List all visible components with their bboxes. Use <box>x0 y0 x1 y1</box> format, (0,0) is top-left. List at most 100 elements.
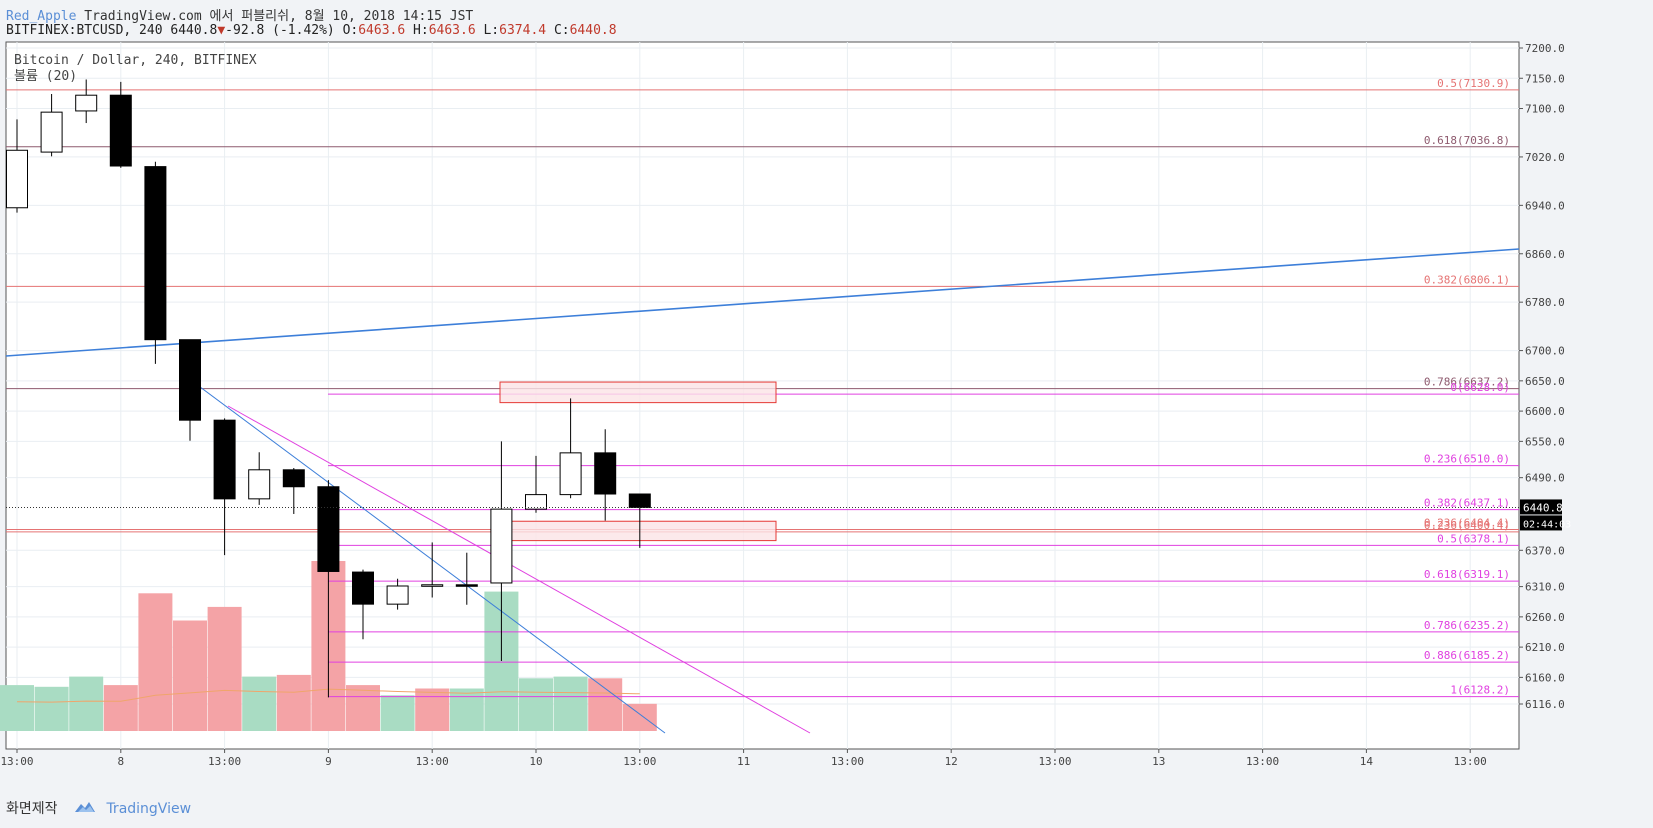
y-tick-label: 6780.0 <box>1525 296 1565 309</box>
descending-trendline[interactable] <box>227 405 811 734</box>
price-axis[interactable]: 7200.0 7150.0 7100.0 7020.0 6940.0 6860.0 6780… <box>1519 42 1571 711</box>
candle-body <box>455 584 478 587</box>
candle-body <box>75 94 98 112</box>
author-link[interactable]: Red_Apple <box>6 9 77 24</box>
x-tick-label: 13:00 <box>623 755 656 768</box>
price-chart[interactable]: 0.5(7130.9) 0.618(7036.8) 0.382(6806.1) 0.7… <box>0 0 1653 790</box>
open-label: O: <box>342 23 359 38</box>
x-tick-label: 13:00 <box>208 755 241 768</box>
fib-level-label: 0.786(6235.2) <box>1424 619 1510 632</box>
volume-title: 볼륨 (20) <box>14 69 77 84</box>
zone-box[interactable] <box>499 520 777 542</box>
y-tick-label: 7150.0 <box>1525 72 1565 85</box>
descending-trendline[interactable] <box>187 377 666 734</box>
volume-bar <box>103 685 138 731</box>
candle-body <box>421 584 444 587</box>
volume-bar <box>138 593 173 731</box>
volume-bar <box>242 676 277 731</box>
x-tick-label: 13:00 <box>416 755 449 768</box>
candle-body <box>352 571 374 605</box>
publish-info: TradingView.com 에서 퍼블리쉬, 8월 10, 2018 14:… <box>84 9 474 24</box>
volume-bar <box>415 688 450 731</box>
fib-level-label: 0.236(6510.0) <box>1424 453 1510 466</box>
candle-body <box>628 493 651 508</box>
x-tick-label: 10 <box>529 755 542 768</box>
candle-body <box>490 508 513 584</box>
candle-body <box>6 149 28 209</box>
high-value: 6463.6 <box>428 23 476 38</box>
candle-body <box>109 94 132 167</box>
zone-box[interactable] <box>499 381 777 404</box>
tradingview-brand[interactable]: TradingView <box>106 801 192 817</box>
volume-bar <box>588 678 623 731</box>
volume-bar <box>34 686 69 731</box>
supply-demand-zones[interactable] <box>499 381 777 542</box>
x-tick-label: 12 <box>945 755 958 768</box>
volume-bar <box>380 695 415 731</box>
open-value: 6463.6 <box>358 23 406 38</box>
volume-bar <box>173 620 207 731</box>
fib-level-label: 0.5(6378.1) <box>1437 532 1510 545</box>
low-value: 6374.4 <box>499 23 547 38</box>
tradingview-logo-icon[interactable] <box>74 800 96 818</box>
fib-level-label: 0.5(7130.9) <box>1437 77 1510 90</box>
volume-bar <box>449 688 484 731</box>
y-tick-label: 6310.0 <box>1525 581 1565 594</box>
volume-bar <box>553 676 588 731</box>
last-price-marker-label: 6440.8 <box>1523 501 1563 514</box>
last-price-marker <box>1520 499 1562 515</box>
y-tick-label: 6116.0 <box>1525 698 1565 711</box>
fib-level-label: 1(6128.2) <box>1450 684 1510 697</box>
footer-label: 화면제작 <box>6 801 58 817</box>
volume-bar <box>346 685 380 731</box>
high-label: H: <box>413 23 429 38</box>
y-tick-label: 7020.0 <box>1525 151 1565 164</box>
symbol-label[interactable]: BITFINEX:BTCUSD, 240 <box>6 23 163 38</box>
y-tick-label: 6210.0 <box>1525 641 1565 654</box>
fib-level-label: 0.886(6185.2) <box>1424 649 1510 662</box>
countdown-label: 02:44:03 <box>1523 519 1571 530</box>
candle-body <box>179 339 201 421</box>
volume-bar <box>276 674 311 731</box>
candle-body <box>282 469 305 488</box>
candle-body <box>213 419 236 500</box>
fib-level-label: 0.618(6319.1) <box>1424 568 1510 581</box>
series-title: Bitcoin / Dollar, 240, BITFINEX <box>14 53 257 68</box>
publish-header: Red_Apple TradingView.com 에서 퍼블리쉬, 8월 10… <box>6 5 473 24</box>
candle-body <box>386 585 409 605</box>
y-tick-label: 6940.0 <box>1525 199 1565 212</box>
fib-level-label: 0.382(6437.1) <box>1424 497 1510 510</box>
y-tick-label: 6600.0 <box>1525 405 1565 418</box>
y-tick-label: 6160.0 <box>1525 671 1565 684</box>
volume-bar <box>207 606 242 731</box>
volume-bar <box>0 685 34 731</box>
x-tick-label: 13:00 <box>831 755 864 768</box>
y-tick-label: 6260.0 <box>1525 611 1565 624</box>
x-tick-label: 13:00 <box>1246 755 1279 768</box>
fib-level-label: 0.236(6404.4) <box>1424 516 1510 529</box>
candle-body <box>525 494 547 510</box>
fib-level-label: 0(6628.0) <box>1450 381 1510 394</box>
ohlc-header: BITFINEX:BTCUSD, 240 6440.8▼-92.8 (-1.42… <box>6 23 617 38</box>
x-tick-label: 13 <box>1152 755 1165 768</box>
countdown-marker <box>1520 515 1562 531</box>
y-tick-label: 6700.0 <box>1525 345 1565 358</box>
volume-bar <box>69 676 104 731</box>
close-label: C: <box>553 23 570 38</box>
y-tick-label: 6370.0 <box>1525 544 1565 557</box>
fib-level-label: 0.236(6400.4) <box>1424 519 1510 532</box>
trend-lines[interactable] <box>5 248 1520 734</box>
ascending-trendline[interactable] <box>5 248 1520 357</box>
x-tick-label: 11 <box>737 755 750 768</box>
x-tick-label: 13:00 <box>0 755 33 768</box>
y-tick-label: 6490.0 <box>1525 472 1565 485</box>
volume-bar <box>622 703 657 731</box>
close-value: 6440.8 <box>569 23 617 38</box>
candle-body <box>248 469 271 500</box>
footer: 화면제작 TradingView <box>6 798 191 818</box>
y-tick-label: 7100.0 <box>1525 103 1565 116</box>
fib-level-label: 0.786(6637.2) <box>1424 376 1510 389</box>
candle-body <box>594 452 617 495</box>
y-tick-label: 6550.0 <box>1525 435 1565 448</box>
time-axis[interactable]: 13:00 8 13:00 9 13:00 10 13:00 11 13:00 12 13:00 13… <box>0 749 1487 768</box>
